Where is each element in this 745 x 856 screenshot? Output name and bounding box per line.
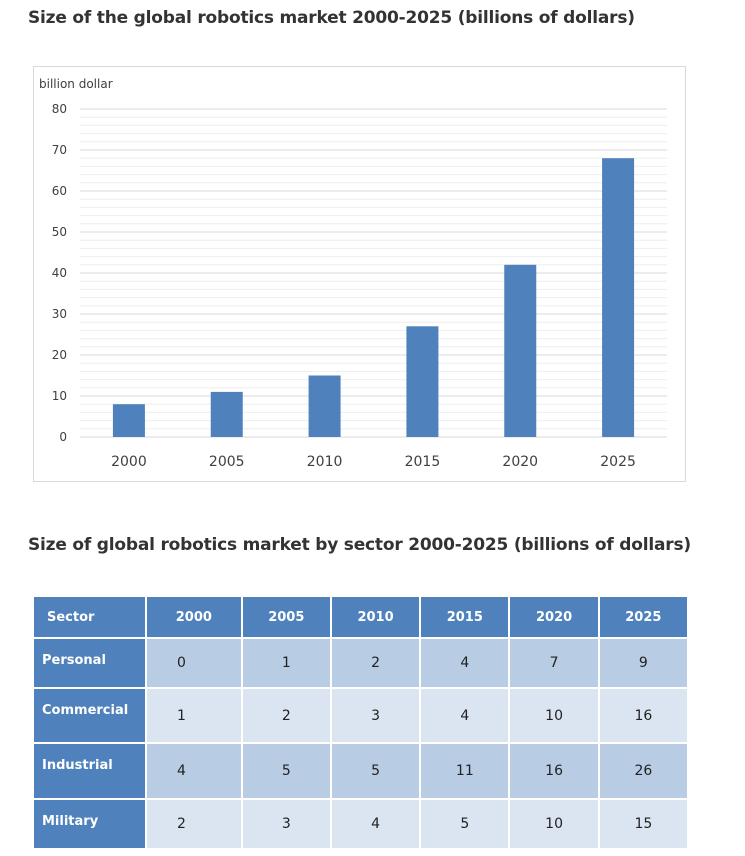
table-cell: 1 xyxy=(242,639,332,689)
table-cell: 2 xyxy=(147,800,243,850)
y-tick-labels: 0 10 20 30 40 50 60 70 80 xyxy=(52,102,67,444)
table-cell: 4 xyxy=(421,688,511,745)
table-cell: 10 xyxy=(510,688,600,745)
x-tick-label: 2020 xyxy=(502,454,538,470)
y-tick-label: 20 xyxy=(52,348,67,362)
y-axis-label: billion dollar xyxy=(39,77,113,91)
y-tick-label: 60 xyxy=(52,184,67,198)
x-tick-label: 2000 xyxy=(111,454,147,470)
header-sector: Sector xyxy=(34,597,147,639)
row-sector-label: Industrial xyxy=(34,744,147,801)
table-cell: 10 xyxy=(510,800,600,850)
table-row: Commercial 1 2 3 4 10 16 xyxy=(34,688,689,745)
table-cell: 9 xyxy=(599,639,689,689)
table-cell: 2 xyxy=(242,688,332,745)
table-row: Military 2 3 4 5 10 15 xyxy=(34,800,689,850)
chart-title: Size of the global robotics market 2000-… xyxy=(28,8,635,28)
row-sector-label: Military xyxy=(34,800,147,850)
y-tick-label: 40 xyxy=(52,266,67,280)
table-cell: 3 xyxy=(331,688,422,745)
table-cell: 15 xyxy=(599,800,689,850)
x-tick-label: 2015 xyxy=(405,454,441,470)
table-cell: 7 xyxy=(510,639,600,689)
row-sector-label: Commercial xyxy=(34,688,147,745)
table-cell: 5 xyxy=(331,744,422,801)
header-year: 2025 xyxy=(599,597,689,639)
x-tick-label: 2010 xyxy=(307,454,343,470)
header-year: 2020 xyxy=(510,597,600,639)
table-cell: 5 xyxy=(421,800,511,850)
bar-2000 xyxy=(112,404,145,437)
sector-table: Sector 2000 2005 2010 2015 2020 2025 Personal 0… xyxy=(34,597,689,850)
bar-2025 xyxy=(602,158,635,437)
table-cell: 4 xyxy=(147,744,243,801)
table-title: Size of global robotics market by sector… xyxy=(28,535,691,555)
table-row: Personal 0 1 2 4 7 9 xyxy=(34,639,689,689)
table-header-row: Sector 2000 2005 2010 2015 2020 2025 xyxy=(34,597,689,639)
table-cell: 1 xyxy=(147,688,243,745)
table-cell: 0 xyxy=(147,639,243,689)
table-cell: 4 xyxy=(421,639,511,689)
bars xyxy=(112,158,635,437)
y-tick-label: 0 xyxy=(59,430,67,444)
row-sector-label: Personal xyxy=(34,639,147,689)
x-tick-label: 2005 xyxy=(209,454,245,470)
table-cell: 4 xyxy=(331,800,422,850)
sector-table-container: Sector 2000 2005 2010 2015 2020 2025 Personal 0… xyxy=(34,597,689,850)
table-cell: 2 xyxy=(331,639,422,689)
header-year: 2015 xyxy=(421,597,511,639)
header-year: 2010 xyxy=(331,597,422,639)
header-year: 2005 xyxy=(242,597,332,639)
table-cell: 16 xyxy=(510,744,600,801)
table-cell: 16 xyxy=(599,688,689,745)
table-row: Industrial 4 5 5 11 16 26 xyxy=(34,744,689,801)
x-tick-label: 2025 xyxy=(600,454,636,470)
gridlines xyxy=(80,108,667,438)
table-cell: 3 xyxy=(242,800,332,850)
table-cell: 26 xyxy=(599,744,689,801)
y-tick-label: 70 xyxy=(52,143,67,157)
bar-2005 xyxy=(210,391,243,437)
y-tick-label: 50 xyxy=(52,225,67,239)
header-year: 2000 xyxy=(147,597,243,639)
table-cell: 5 xyxy=(242,744,332,801)
y-tick-label: 80 xyxy=(52,102,67,116)
y-tick-label: 30 xyxy=(52,307,67,321)
x-tick-labels: 2000 2005 2010 2015 2020 2025 xyxy=(111,454,636,470)
bar-2015 xyxy=(406,326,439,437)
bar-2010 xyxy=(308,375,341,437)
table-body: Personal 0 1 2 4 7 9 Commercial 1 2 3 4 10 16 Industri… xyxy=(34,639,689,850)
table-cell: 11 xyxy=(421,744,511,801)
bar-2020 xyxy=(504,264,537,437)
bar-chart: 0 10 20 30 40 50 60 70 80 2000 2005 2010 2015 2020 20… xyxy=(33,66,686,482)
y-tick-label: 10 xyxy=(52,389,67,403)
